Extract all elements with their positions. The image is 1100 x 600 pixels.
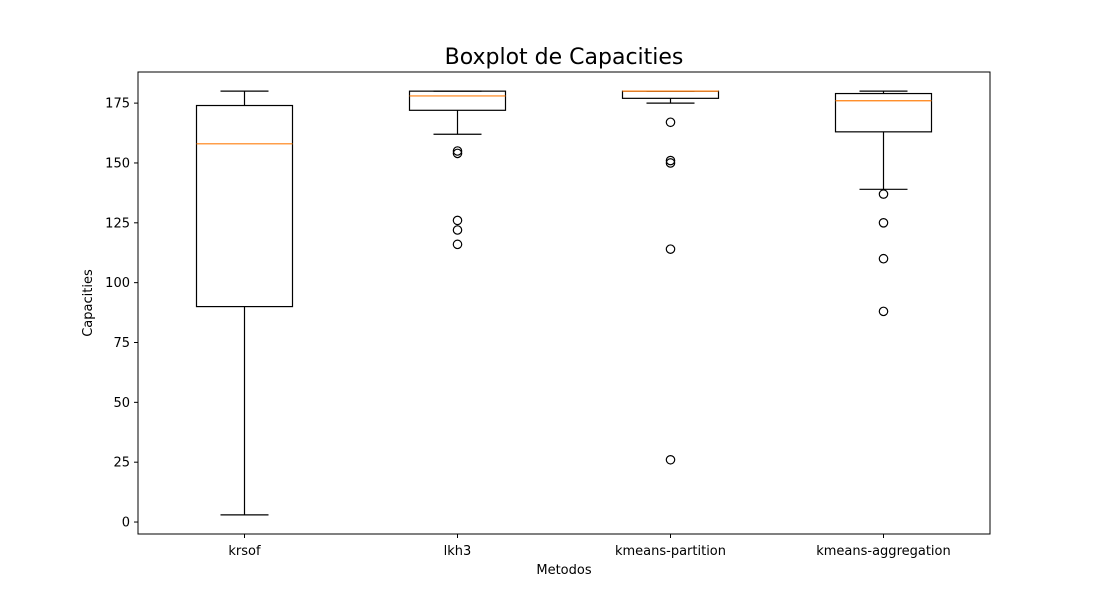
y-tick-label: 0 — [122, 516, 130, 531]
outlier-point — [452, 146, 463, 156]
y-tick-label: 125 — [105, 216, 130, 231]
y-tick-label: 150 — [105, 156, 130, 171]
outlier-point — [878, 253, 889, 264]
x-tick-label: kmeans-aggregation — [816, 544, 951, 559]
iqr-box — [408, 90, 507, 111]
y-axis: 0 25 50 75 100 125 150 175 — [105, 97, 138, 531]
outlier-point — [878, 218, 889, 228]
boxes — [195, 90, 933, 516]
outlier-point — [665, 244, 676, 254]
iqr-box — [195, 104, 294, 308]
box-group — [621, 90, 720, 465]
outlier-point — [665, 454, 676, 465]
x-tick-label: kmeans-partition — [615, 544, 726, 559]
iqr-box — [621, 90, 720, 99]
y-tick-label: 75 — [113, 336, 130, 351]
outlier-point — [878, 306, 889, 317]
x-tick-label: krsof — [228, 544, 261, 559]
y-tick-label: 25 — [113, 456, 130, 471]
plot-frame — [137, 71, 991, 535]
y-tick-label: 175 — [105, 97, 130, 112]
outlier-point — [665, 158, 676, 168]
x-tick-label: lkh3 — [444, 544, 472, 559]
y-tick-label: 50 — [113, 396, 130, 411]
y-axis-label: Capacities — [81, 269, 96, 337]
outlier-point — [452, 148, 463, 159]
box-group — [195, 90, 294, 516]
x-axis-label: Metodos — [536, 563, 591, 578]
chart-title: Boxplot de Capacities — [445, 45, 684, 70]
outlier-point — [452, 239, 463, 250]
y-tick-label: 100 — [105, 276, 130, 291]
outlier-point — [878, 189, 889, 199]
outlier-point — [665, 155, 676, 166]
box-group — [408, 90, 507, 250]
outlier-point — [452, 225, 463, 235]
outlier-point — [665, 117, 676, 128]
box-group — [834, 90, 933, 317]
iqr-box — [834, 92, 933, 133]
x-axis: krsof lkh3 kmeans-partition kmeans-aggregat… — [228, 534, 951, 559]
outlier-point — [452, 215, 463, 226]
